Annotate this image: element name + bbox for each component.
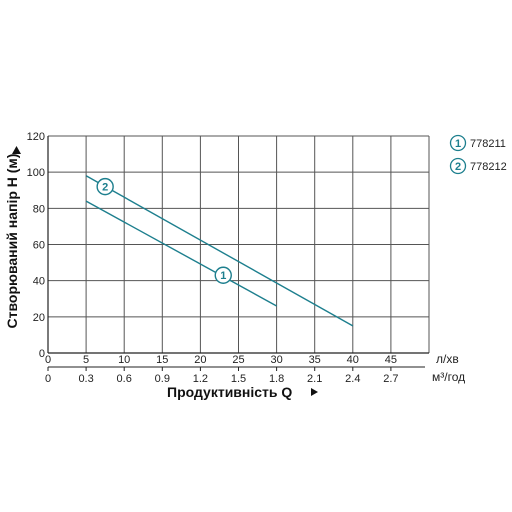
x-tick-label: 0 [45,354,51,366]
series: 12 [85,175,354,327]
grid [48,135,430,353]
x2-tick-label: 2.1 [307,373,322,385]
x2-tick-label: 0.3 [78,373,93,385]
series-line-1 [85,200,277,307]
series-line-2 [85,175,354,327]
x-tick-label: 10 [118,354,130,366]
x-tick-label: 35 [309,354,321,366]
x-tick-label: 45 [385,354,397,366]
x2-unit-label: м³/год [432,370,465,384]
x-tick-label: 40 [347,354,359,366]
y-tick-label: 120 [27,131,45,143]
x2-tick-label: 0 [45,373,51,385]
x2-tick-label: 0.9 [155,373,170,385]
y-axis-arrow-icon [12,146,21,154]
y-tick-label: 40 [33,276,45,288]
series-marker-label: 2 [102,182,108,194]
y-tick-label: 100 [27,167,45,179]
x-tick-label: 15 [156,354,168,366]
legend-entry: 778211 [470,138,506,150]
series-marker-1 [214,266,232,284]
axes [47,136,429,368]
legend-marker-label: 2 [455,161,461,173]
legend: 1 778211 2 778212 [449,134,507,175]
x2-tick-label: 2.7 [383,373,398,385]
x2-tick-label: 2.4 [345,373,360,385]
x-tick-label: 5 [83,354,89,366]
y-axis-title: Створюваний напір H (м) [4,154,20,329]
y-tick-label: 20 [33,312,45,324]
x2-tick-label: 1.5 [231,373,246,385]
x-unit-label: л/хв [436,352,459,366]
x2-tick-label: 1.2 [193,373,208,385]
y-tick-label: 80 [33,203,45,215]
x2-tick-label: 0.6 [117,373,132,385]
legend-entry: 778212 [470,161,507,173]
x-tick-label: 20 [194,354,206,366]
legend-marker-label: 1 [455,138,461,150]
y-tick-label: 0 [39,348,45,360]
legend-marker [449,157,467,175]
x-axis-title: Продуктивність Q [167,384,292,400]
series-marker-2 [96,177,114,196]
tick-labels: 0 20 40 60 80 100 120 0 5 10 15 20 25 30 35 40 45 0 0.3 0.6… [27,131,399,385]
x-axis-arrow-icon [311,388,318,396]
x-tick-label: 25 [232,354,244,366]
x-tick-label: 30 [270,354,282,366]
x2-tick-label: 1.8 [269,373,284,385]
series-marker-label: 1 [220,270,226,282]
y-tick-label: 60 [33,240,45,252]
legend-marker [449,134,467,152]
